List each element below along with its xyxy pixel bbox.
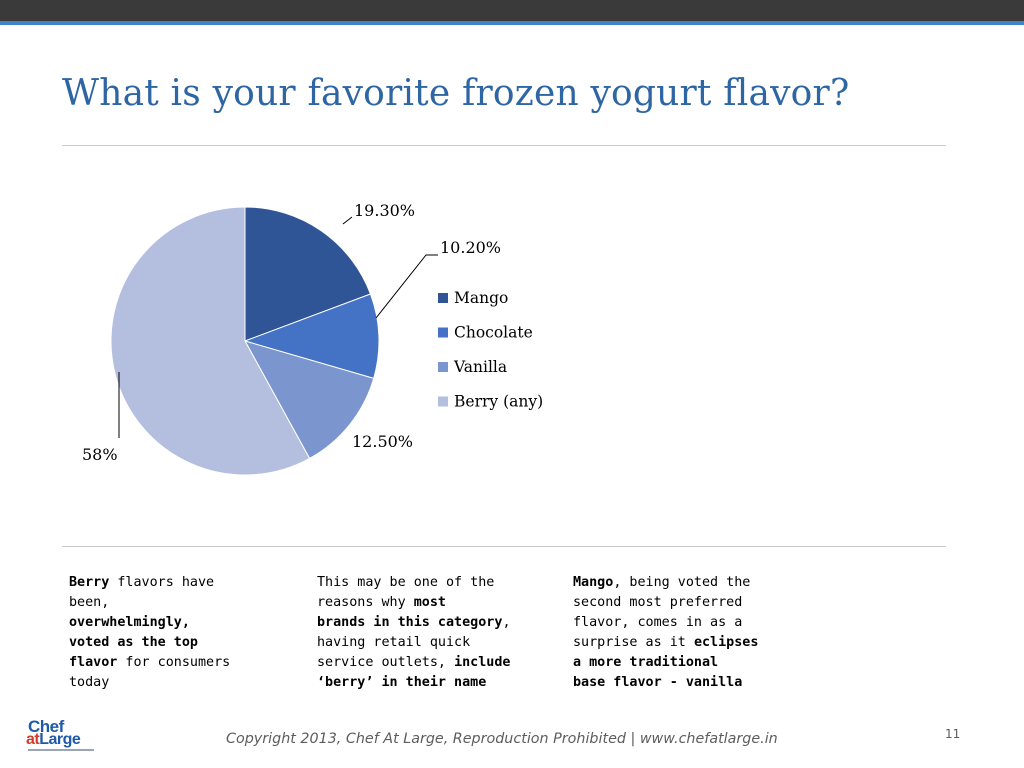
note-line: today: [69, 673, 259, 693]
note-line: flavor, comes in as a: [573, 613, 773, 633]
pie-slice-mango: [244, 206, 372, 342]
note-text: This may be one of the: [317, 575, 495, 590]
note-text: been,: [69, 595, 110, 610]
note-line: brands in this category,: [317, 613, 537, 633]
notes-divider: [62, 546, 946, 547]
pie-slice-chocolate: [243, 293, 380, 380]
note-berry: Berry flavors have been, overwhelmingly, vo…: [69, 573, 259, 693]
slice-label: 10.20%: [440, 238, 501, 257]
note-bold-text: ‘berry’ in their name: [317, 675, 487, 690]
note-bold-text: a more traditional: [573, 655, 719, 670]
slice-labels: 19.30% 10.20% 12.50% 58%: [82, 201, 501, 464]
note-text: today: [69, 675, 110, 690]
note-bold-text: eclipses: [693, 635, 759, 650]
legend-swatch: [438, 293, 448, 303]
pie-slice-vanilla: [243, 340, 375, 460]
note-bold-text: overwhelmingly,: [69, 615, 190, 630]
note-line: flavor for consumers: [69, 653, 259, 673]
leader-line: [375, 254, 438, 319]
note-text: second most preferred: [573, 595, 743, 610]
note-line: surprise as it eclipses: [573, 633, 773, 653]
note-bold-text: most: [413, 595, 446, 610]
legend-swatch: [438, 327, 448, 338]
slice-label: 19.30%: [354, 201, 415, 220]
note-line: Berry flavors have: [69, 573, 259, 593]
leader-line: [342, 216, 353, 225]
pie-slices: [110, 206, 380, 476]
note-bold-text: base flavor - vanilla: [573, 675, 743, 690]
legend-swatch: [438, 396, 448, 407]
note-line: overwhelmingly,: [69, 613, 259, 633]
page-number: 11: [945, 727, 961, 741]
note-text: , being voted the: [613, 575, 751, 590]
slice-label: 58%: [82, 445, 118, 464]
note-line: service outlets, include: [317, 653, 537, 673]
note-text: ,: [502, 615, 511, 630]
note-line: base flavor - vanilla: [573, 673, 773, 693]
pie-chart: 19.30% 10.20% 12.50% 58% Mango Chocolate Vani…: [82, 201, 543, 476]
chart-legend: Mango Chocolate Vanilla Berry (any): [438, 289, 543, 411]
note-text: reasons why: [317, 595, 414, 610]
note-line: second most preferred: [573, 593, 773, 613]
legend-swatch: [438, 362, 448, 372]
note-text: service outlets,: [317, 655, 455, 670]
accent-line: [0, 21, 1024, 25]
top-bar: [0, 0, 1024, 21]
chef-at-large-logo: Chef atLarge: [24, 717, 104, 753]
logo-at-text: atLarge: [26, 731, 81, 749]
note-line: a more traditional: [573, 653, 773, 673]
note-line: Mango, being voted the: [573, 573, 773, 593]
note-brands: This may be one of the reasons why most br…: [317, 573, 537, 693]
legend-label: Vanilla: [453, 358, 507, 376]
note-bold-text: Mango: [573, 575, 614, 590]
copyright-footer: Copyright 2013, Chef At Large, Reproduct…: [226, 731, 778, 747]
note-line: having retail quick: [317, 633, 537, 653]
slide-title: What is your favorite frozen yogurt flav…: [62, 73, 850, 114]
logo-underline: [28, 749, 94, 751]
note-text: flavor, comes in as a: [573, 615, 743, 630]
note-line: reasons why most: [317, 593, 537, 613]
note-text: surprise as it: [573, 635, 694, 650]
note-line: ‘berry’ in their name: [317, 673, 537, 693]
slice-label: 12.50%: [352, 432, 413, 451]
note-line: This may be one of the: [317, 573, 537, 593]
leader-lines: [118, 216, 438, 438]
note-bold-text: Berry: [69, 575, 110, 590]
title-divider: [62, 145, 946, 146]
logo-chef-text: Chef: [28, 717, 64, 736]
note-mango: Mango, being voted the second most prefer…: [573, 573, 773, 693]
logo-large-word: Large: [39, 731, 81, 748]
note-bold-text: brands in this category: [317, 615, 503, 630]
note-text: for consumers: [117, 655, 231, 670]
note-bold-text: flavor: [69, 655, 118, 670]
note-bold-text: voted as the top: [69, 635, 198, 650]
legend-label: Berry (any): [454, 393, 543, 411]
note-bold-text: include: [454, 655, 511, 670]
note-text: having retail quick: [317, 635, 471, 650]
logo-at-word: at: [26, 731, 40, 748]
note-line: been,: [69, 593, 259, 613]
legend-label: Chocolate: [454, 324, 533, 342]
legend-label: Mango: [454, 289, 508, 307]
note-line: voted as the top: [69, 633, 259, 653]
pie-slice-berry-any: [110, 206, 311, 476]
note-text: flavors have: [109, 575, 215, 590]
